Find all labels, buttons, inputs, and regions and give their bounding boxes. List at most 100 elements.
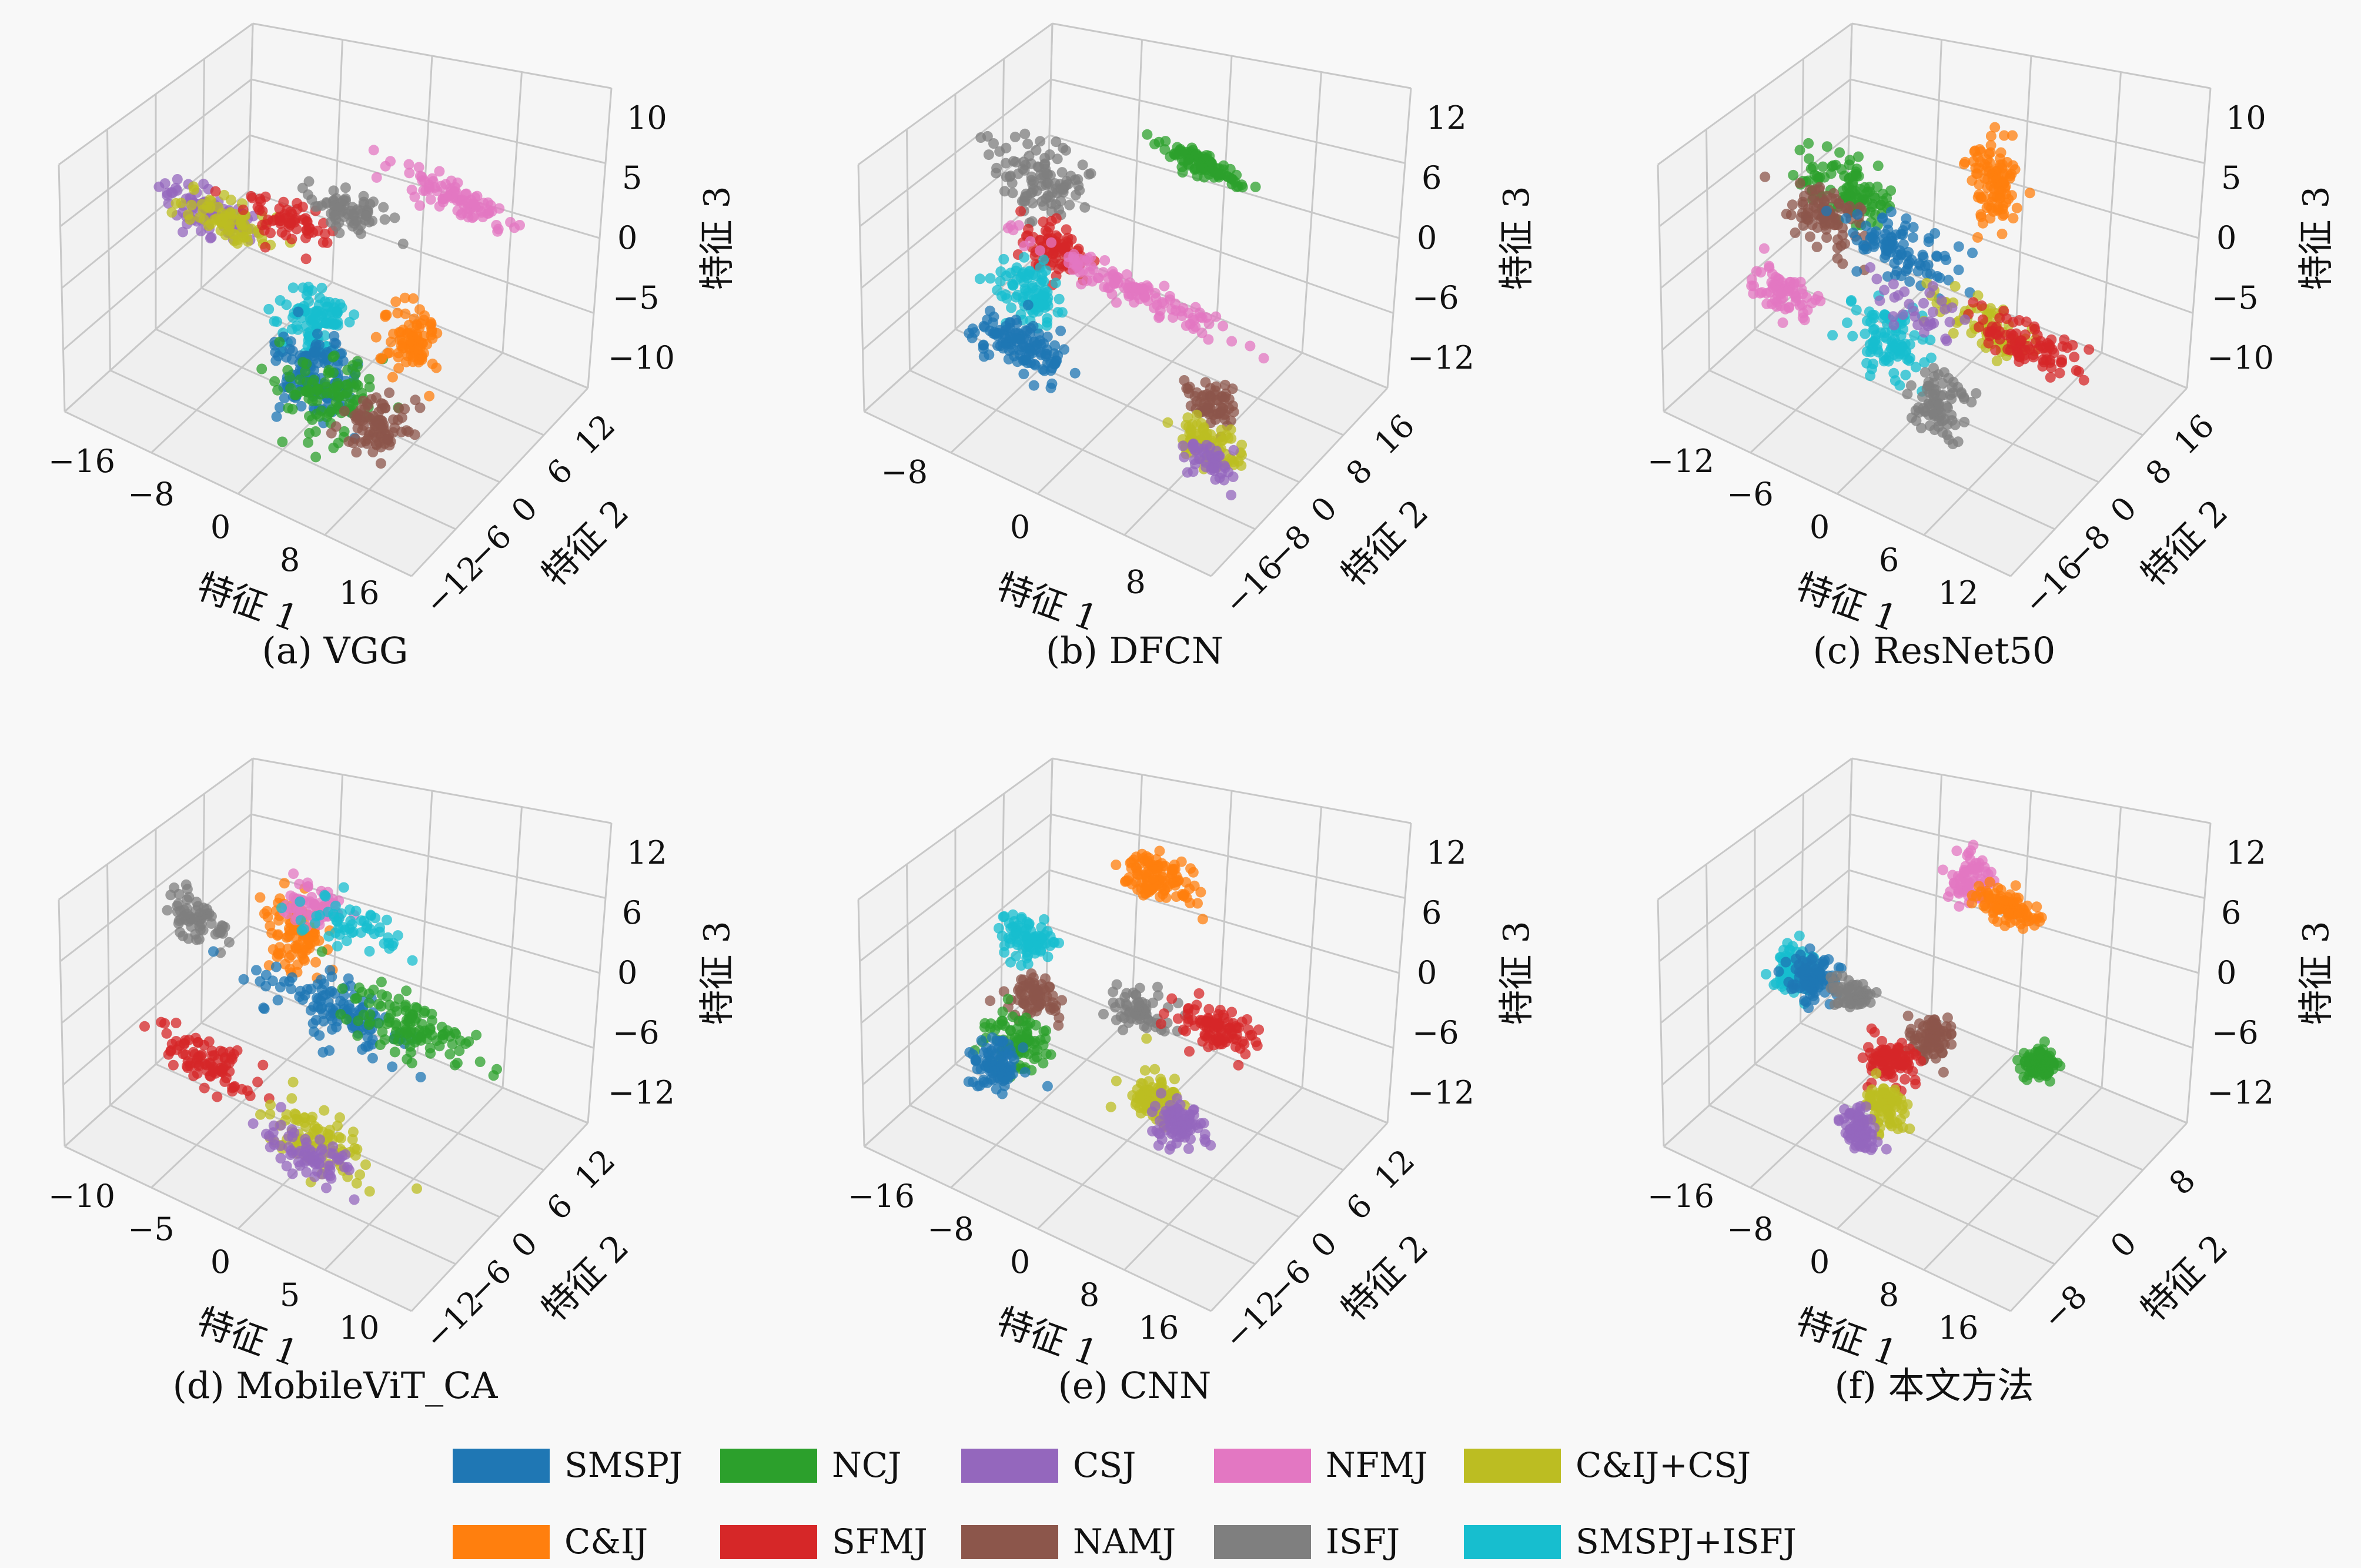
point-smspj-isfj <box>286 323 297 335</box>
point-nfmj <box>1019 240 1030 252</box>
right-pane <box>1046 24 1411 388</box>
point-smspj <box>1923 233 1934 244</box>
point-isfj <box>1071 189 1081 200</box>
point-nfmj <box>1087 276 1098 287</box>
point-smspj-isfj <box>1910 362 1921 373</box>
point-namj <box>388 414 399 425</box>
point-ncj <box>449 1059 460 1071</box>
point-sfmj <box>1189 1004 1200 1015</box>
point-isfj <box>1058 142 1069 153</box>
point-sfmj <box>260 242 271 253</box>
point-nfmj <box>1942 891 1954 902</box>
point-namj <box>384 387 395 399</box>
point-isfj <box>1966 397 1977 407</box>
point-namj <box>1804 231 1815 242</box>
point-isfj <box>1927 407 1938 418</box>
point-ncj <box>290 389 302 400</box>
point-ncj <box>434 1041 445 1052</box>
z-tick-label: 6 <box>622 894 642 931</box>
point-namj <box>1210 385 1221 396</box>
point-smspj-isfj <box>332 307 343 318</box>
point-csj <box>1209 465 1220 476</box>
point-sfmj <box>1066 234 1077 245</box>
point-csj <box>308 1151 319 1162</box>
point-smspj-isfj <box>319 890 330 901</box>
point-namj <box>362 438 373 449</box>
point-sfmj <box>1213 1032 1225 1044</box>
point-namj <box>357 424 368 436</box>
point-csj <box>1213 450 1224 462</box>
point-ncj <box>1045 1049 1056 1060</box>
point-sfmj <box>156 1017 167 1028</box>
point-ncj <box>337 983 348 994</box>
point-isfj <box>1004 171 1015 182</box>
point-isfj <box>367 215 378 226</box>
point-isfj <box>1085 168 1096 179</box>
point-csj <box>315 1134 325 1145</box>
point-smspj-isfj <box>275 295 286 306</box>
gridline <box>59 78 252 228</box>
point-smspj <box>306 984 317 995</box>
x-tick-label: −16 <box>48 443 115 480</box>
point-smspj <box>415 1072 426 1082</box>
point-isfj <box>1019 128 1031 139</box>
point-ncj <box>444 1049 456 1060</box>
x-tick-label: −8 <box>881 454 928 491</box>
point-isfj <box>183 892 195 902</box>
point-isfj <box>1141 1022 1152 1034</box>
point-smspj-isfj <box>364 946 375 957</box>
point-nfmj <box>414 170 426 182</box>
point-namj <box>396 412 407 423</box>
point-smspj-isfj <box>1036 933 1047 944</box>
point-smspj <box>1878 239 1890 250</box>
point-nfmj <box>1758 243 1770 254</box>
point-nfmj <box>449 187 460 198</box>
point-smspj <box>1925 269 1936 279</box>
x-tick-label: 12 <box>1938 574 1979 611</box>
z-tick-label: 6 <box>1422 894 1442 931</box>
point-isfj <box>1946 409 1957 420</box>
point-csj <box>334 1154 345 1165</box>
point-smspj-isfj <box>328 319 339 330</box>
point-sfmj <box>219 1076 230 1087</box>
point-namj <box>1821 190 1832 202</box>
point-namj <box>1937 1048 1948 1059</box>
point-namj <box>1837 229 1848 240</box>
z-tick-label: −10 <box>608 339 675 376</box>
point-isfj <box>1916 423 1927 434</box>
point-smspj <box>238 974 249 985</box>
point-c-ij-csj <box>241 232 252 243</box>
point-smspj <box>1943 275 1954 286</box>
point-sfmj <box>193 1061 205 1072</box>
point-smspj <box>1907 232 1918 243</box>
point-namj <box>1204 397 1215 409</box>
x-tick-label: 6 <box>1879 541 1899 579</box>
point-smspj-isfj <box>1054 293 1065 305</box>
point-smspj-isfj <box>407 955 418 966</box>
point-c-ij-csj <box>351 1178 362 1189</box>
point-c-ij-csj <box>1149 1064 1161 1075</box>
point-smspj <box>1028 380 1039 391</box>
point-smspj-isfj <box>985 273 996 284</box>
z-tick-label: −5 <box>613 279 660 316</box>
point-smspj-isfj <box>296 925 307 936</box>
scatter-points <box>153 145 525 469</box>
point-csj <box>321 1182 332 1193</box>
point-c-ij <box>2007 130 2018 141</box>
x-tick-label: −8 <box>128 476 175 513</box>
point-smspj <box>1018 369 1029 380</box>
point-sfmj <box>1233 1059 1244 1071</box>
point-ncj <box>426 1029 437 1041</box>
point-isfj <box>216 920 228 931</box>
point-nfmj <box>371 172 382 183</box>
point-c-ij-csj <box>1236 460 1247 471</box>
point-ncj <box>474 1057 486 1067</box>
point-csj <box>1181 1122 1192 1133</box>
point-smspj <box>279 393 290 404</box>
point-c-ij-csj <box>265 1099 276 1111</box>
point-nfmj <box>404 168 415 179</box>
point-ncj <box>389 1047 400 1058</box>
point-namj <box>401 425 412 436</box>
point-c-ij-csj <box>204 194 215 205</box>
